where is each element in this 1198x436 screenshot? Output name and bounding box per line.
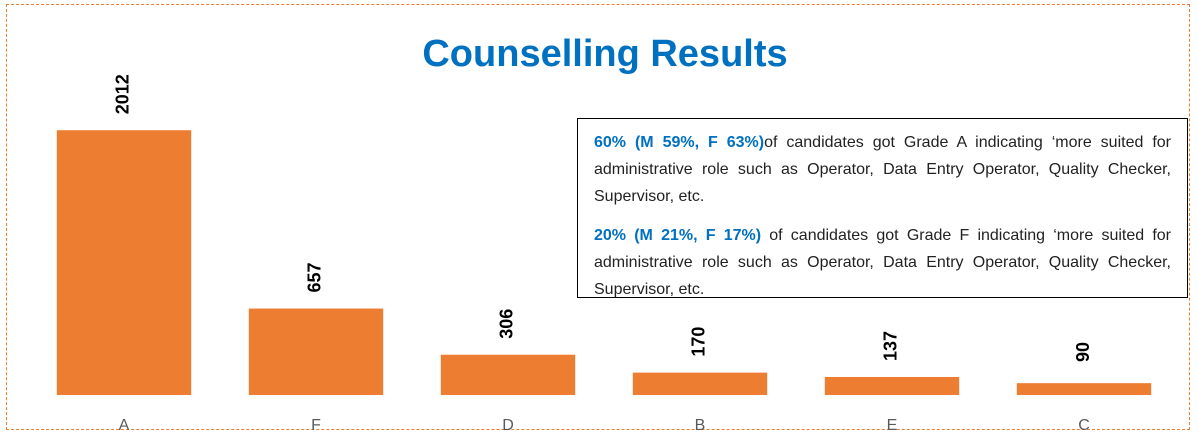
annotation-text: of candidates got Grade F indicating ‘mo… (594, 227, 1172, 298)
annotation: 60% (M 59%, F 63%)of candidates got Grad… (594, 129, 1171, 210)
bar (824, 376, 960, 395)
x-tick-label: D (502, 417, 514, 434)
x-tick-label: F (311, 417, 321, 434)
x-tick-label: E (887, 417, 898, 434)
bar (440, 354, 576, 395)
x-tick-label: B (695, 417, 706, 434)
data-label: 306 (497, 309, 517, 339)
data-label: 137 (881, 331, 901, 361)
annotation-highlight: 20% (M 21%, F 17%) (594, 227, 762, 244)
frame-border (6, 4, 1190, 430)
x-tick-label: A (119, 417, 130, 434)
bar (632, 372, 768, 395)
bar (248, 308, 384, 395)
annotation-highlight: 60% (M 59%, F 63%) (594, 134, 765, 151)
x-tick-label: C (1078, 417, 1090, 434)
bar (56, 130, 192, 395)
chart-title: Counselling Results (422, 33, 787, 75)
annotation-text: of candidates got Grade A indicating ‘mo… (594, 134, 1171, 205)
bar (1016, 383, 1152, 395)
data-label: 90 (1073, 342, 1093, 362)
data-label: 657 (305, 262, 325, 292)
annotation: 20% (M 21%, F 17%) of candidates got Gra… (594, 222, 1171, 303)
annotation-box: 60% (M 59%, F 63%)of candidates got Grad… (577, 118, 1188, 298)
data-label: 2012 (113, 74, 133, 114)
data-label: 170 (689, 327, 709, 357)
